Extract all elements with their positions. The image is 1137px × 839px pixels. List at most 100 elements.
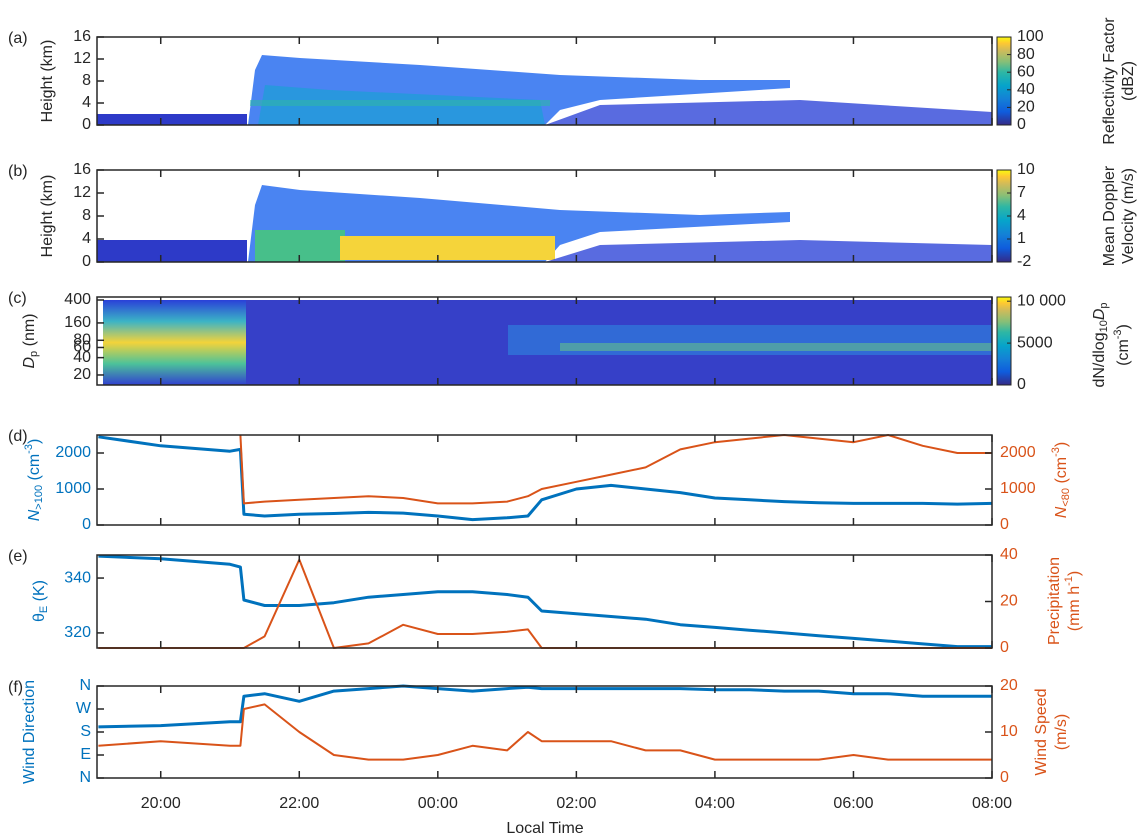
y-axis-label: θE (K) — [31, 580, 50, 622]
colorbar-tick-label: 4 — [1017, 207, 1026, 224]
y-tick-label: 320 — [64, 624, 91, 641]
x-tick-label: 22:00 — [279, 795, 319, 812]
label-part: -3 — [1112, 329, 1124, 339]
panel-label: (b) — [8, 163, 28, 180]
y-tick-label: 16 — [73, 161, 91, 178]
colorbar-label: Reflectivity Factor — [1101, 17, 1118, 145]
series-line — [98, 558, 992, 649]
panel-label: (a) — [8, 30, 28, 47]
y-tick-label: 2000 — [55, 444, 91, 461]
label-part: >100 — [33, 485, 45, 510]
y2-tick-label: 2000 — [1000, 444, 1036, 461]
y-tick-label: 4 — [82, 230, 91, 247]
label-part: N — [26, 509, 43, 521]
y-tick-label: E — [80, 746, 91, 763]
y2-tick-label: 0 — [1000, 639, 1009, 656]
label-part: (K) — [31, 580, 48, 606]
y-tick-label: W — [76, 700, 92, 717]
series-line — [98, 684, 992, 729]
y-axis-label: Wind Direction — [21, 680, 38, 784]
label-part: ) — [26, 439, 43, 444]
y-tick-label: 16 — [73, 28, 91, 45]
colorbar — [996, 36, 1012, 126]
heatmap-b — [97, 185, 992, 262]
y-axis-label: Height (km) — [39, 40, 56, 123]
label-part: 10 — [1098, 320, 1110, 332]
label-part: (cm — [26, 454, 43, 485]
y-tick-label: 20 — [73, 366, 91, 383]
axes-frame — [96, 685, 993, 779]
label-part: dN/dlog — [1091, 332, 1108, 387]
label-part: D — [1091, 308, 1108, 320]
y2-tick-label: 40 — [1000, 546, 1018, 563]
y2-axis-label: (m/s) — [1053, 714, 1070, 750]
colorbar-label: Velocity (m/s) — [1120, 168, 1137, 264]
y-tick-label: N — [79, 769, 91, 786]
y-tick-label: 0 — [82, 253, 91, 270]
series-line — [98, 554, 992, 649]
y2-tick-label: 0 — [1000, 516, 1009, 533]
label-part: p — [1098, 302, 1110, 308]
label-part: (cm — [1053, 457, 1070, 488]
colorbar-label: Mean Doppler — [1101, 165, 1118, 266]
colorbar-tick-label: 60 — [1017, 63, 1035, 80]
label-part: (mm h — [1066, 586, 1083, 631]
heatmap-a — [97, 55, 992, 125]
y-tick-label: 80 — [73, 332, 91, 349]
panel-label: (e) — [8, 548, 28, 565]
label-part: -3 — [1050, 447, 1062, 457]
colorbar-tick-label: 80 — [1017, 46, 1035, 63]
y2-tick-label: 10 — [1000, 723, 1018, 740]
y-tick-label: 8 — [82, 72, 91, 89]
label-part: p — [28, 351, 40, 357]
y-tick-label: 0 — [82, 516, 91, 533]
colorbar-tick-label: 10 — [1017, 161, 1035, 178]
panel-label: (f) — [8, 679, 23, 696]
y2-axis-label: Precipitation — [1046, 557, 1063, 645]
y-tick-label: 40 — [73, 349, 91, 366]
colorbar-tick-label: 40 — [1017, 81, 1035, 98]
series-line — [98, 703, 992, 761]
axes-frame — [96, 434, 993, 526]
heatmap-c — [103, 300, 992, 385]
series-line — [239, 434, 992, 505]
label-part: <80 — [1060, 488, 1072, 507]
colorbar-label: (dBZ) — [1120, 61, 1137, 101]
y2-tick-label: 0 — [1000, 769, 1009, 786]
colorbar-tick-label: 20 — [1017, 99, 1035, 116]
y-tick-label: 60 — [73, 339, 91, 356]
label-part: (nm) — [21, 313, 38, 350]
label-part: E — [38, 606, 50, 613]
x-tick-label: 06:00 — [833, 795, 873, 812]
label-part: θ — [31, 613, 48, 622]
y-tick-label: 340 — [64, 569, 91, 586]
colorbar-tick-label: 0 — [1017, 376, 1026, 393]
y-tick-label: 1000 — [55, 480, 91, 497]
y2-tick-label: 20 — [1000, 593, 1018, 610]
label-part: -1 — [1063, 576, 1075, 586]
label-part: D — [21, 357, 38, 369]
colorbar-tick-label: 0 — [1017, 116, 1026, 133]
colorbar-tick-label: 1 — [1017, 230, 1026, 247]
y-tick-label: N — [79, 677, 91, 694]
label-part: -3 — [23, 444, 35, 454]
colorbar-label: dN/dlog10Dp — [1091, 302, 1110, 387]
label-part: N — [1053, 506, 1070, 518]
x-tick-label: 02:00 — [556, 795, 596, 812]
y-tick-label: S — [80, 723, 91, 740]
y2-axis-label: N<80 (cm-3) — [1050, 442, 1072, 518]
y2-axis-label: (mm h-1) — [1063, 571, 1083, 631]
label-part: ) — [1066, 571, 1083, 576]
colorbar-tick-label: 5000 — [1017, 334, 1053, 351]
label-part: ) — [1053, 442, 1070, 447]
x-tick-label: 20:00 — [141, 795, 181, 812]
label-part: (cm — [1115, 339, 1132, 366]
y-axis-label: Height (km) — [39, 175, 56, 258]
colorbar-tick-label: 100 — [1017, 28, 1044, 45]
panel-label: (c) — [8, 290, 27, 307]
y-tick-label: 160 — [64, 314, 91, 331]
y2-tick-label: 20 — [1000, 677, 1018, 694]
y-axis-label: Dp (nm) — [21, 313, 40, 368]
x-axis-label: Local Time — [506, 820, 583, 837]
x-tick-label: 00:00 — [418, 795, 458, 812]
